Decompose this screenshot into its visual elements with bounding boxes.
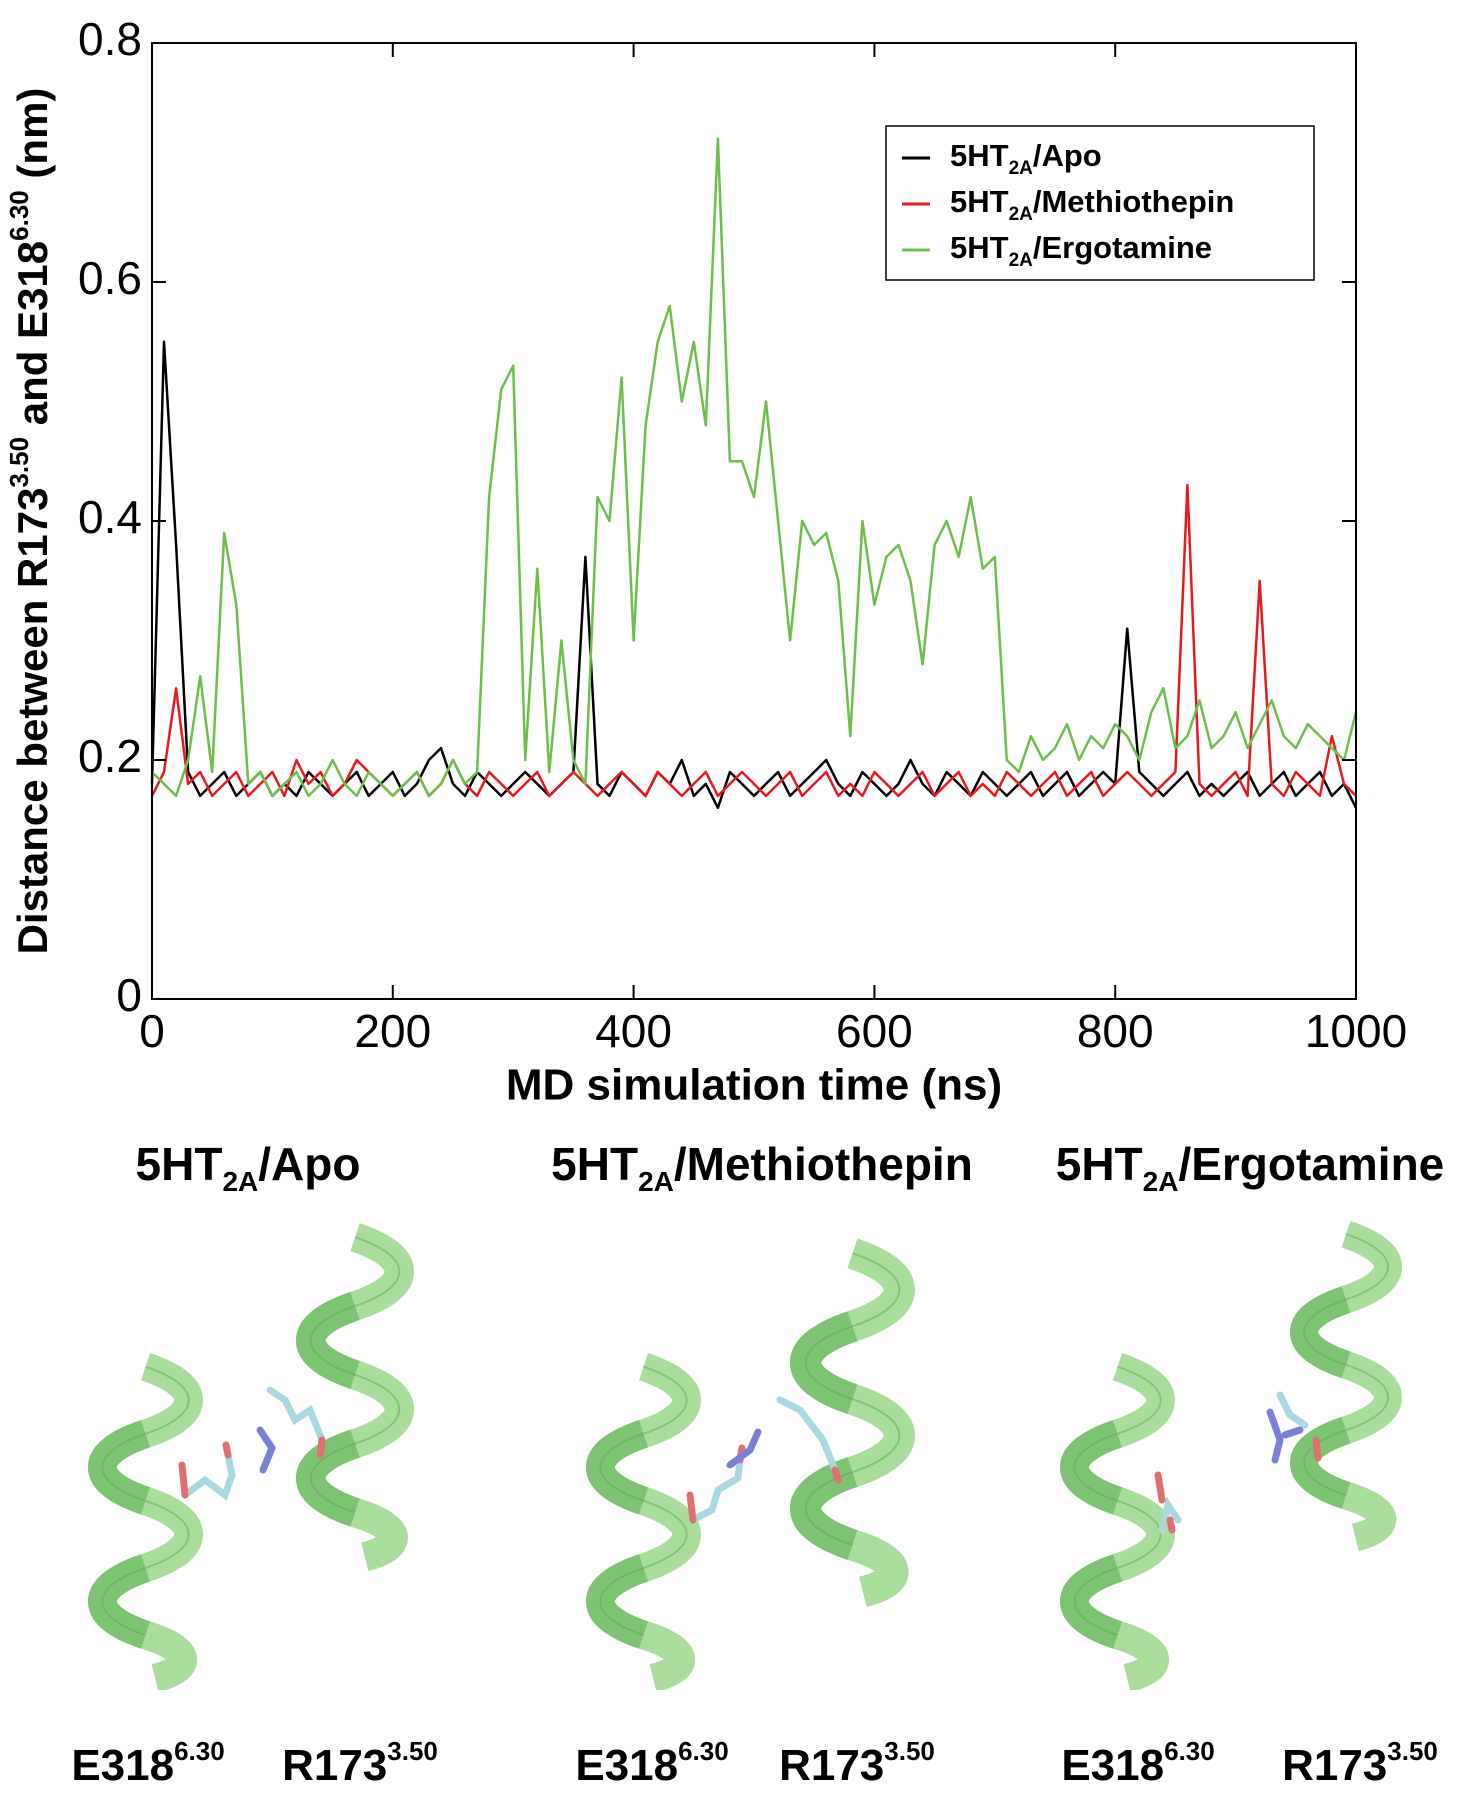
panel-title-part: /Methiothepin: [674, 1138, 973, 1190]
x-tick-label: 1000: [1305, 1005, 1407, 1057]
x-tick-label: 400: [595, 1005, 672, 1057]
residue-label: E3186.30: [575, 1736, 728, 1790]
y-tick-label: 0.8: [78, 13, 142, 65]
helix: [1304, 1234, 1388, 1537]
panel-title: 5HT2A/Apo: [136, 1138, 361, 1197]
residue-label-part: 3.50: [1387, 1736, 1438, 1766]
panel-title-part: 2A: [638, 1166, 674, 1197]
panel-title-part: /Ergotamine: [1178, 1138, 1444, 1190]
residue-label-part: E318: [1061, 1741, 1164, 1790]
residue-label-part: 3.50: [884, 1736, 935, 1766]
legend-label-part: /Apo: [1033, 138, 1102, 173]
series-line: [151, 137, 1358, 798]
legend-label-part: 5HT: [950, 138, 1009, 173]
y-axis-label-part: and E318: [9, 241, 56, 437]
legend-label: 5HT2A/Methiothepin: [950, 184, 1234, 224]
legend-label: 5HT2A/Apo: [950, 138, 1102, 178]
residue-label-part: 6.30: [174, 1736, 225, 1766]
x-axis-label: MD simulation time (ns): [506, 1061, 1002, 1110]
residue-label: R1733.50: [779, 1736, 935, 1790]
helix: [600, 1367, 686, 1678]
y-axis-label-part: Distance between R173: [9, 488, 56, 955]
residue-label: E3186.30: [71, 1736, 224, 1790]
y-tick-label: 0.4: [78, 491, 142, 543]
legend-box: [885, 125, 1315, 281]
helix: [1074, 1367, 1160, 1678]
panel-title-part: 2A: [222, 1166, 258, 1197]
panel-title-part: 5HT: [551, 1138, 638, 1190]
residue-label: R1733.50: [282, 1736, 438, 1790]
panel-title-part: 5HT: [136, 1138, 223, 1190]
molecular-panels: [102, 1234, 1388, 1678]
side-chains: [178, 1386, 1322, 1534]
residue-label-part: 6.30: [1164, 1736, 1215, 1766]
y-tick-label: 0: [116, 969, 142, 1021]
residue-label-part: 3.50: [387, 1736, 438, 1766]
legend-label: 5HT2A/Ergotamine: [950, 230, 1212, 270]
residue-label-part: R173: [1282, 1741, 1387, 1790]
legend-label-part: 5HT: [950, 230, 1009, 265]
residue-label: R1733.50: [1282, 1736, 1438, 1790]
helix: [102, 1367, 188, 1678]
y-axis-label: Distance between R1733.50 and E3186.30 (…: [4, 88, 56, 955]
panel-title-part: /Apo: [258, 1138, 360, 1190]
x-tick-label: 800: [1077, 1005, 1154, 1057]
residue-label-part: E318: [575, 1741, 678, 1790]
y-tick-label: 0.6: [78, 252, 142, 304]
series-line: [150, 340, 1358, 810]
y-axis-label-part: 3.50: [4, 437, 34, 488]
y-axis-label-part: 6.30: [4, 190, 34, 241]
legend-label-part: /Methiothepin: [1033, 184, 1234, 219]
panel-title: 5HT2A/Methiothepin: [551, 1138, 973, 1197]
residue-label: E3186.30: [1061, 1736, 1214, 1790]
panel-title: 5HT2A/Ergotamine: [1056, 1138, 1445, 1197]
x-tick-label: 200: [354, 1005, 431, 1057]
residue-label-part: E318: [71, 1741, 174, 1790]
series-line: [150, 483, 1357, 798]
residue-label-part: R173: [282, 1741, 387, 1790]
legend-label-part: /Ergotamine: [1033, 230, 1212, 265]
residue-label-part: 6.30: [678, 1736, 729, 1766]
x-tick-label: 0: [139, 1005, 165, 1057]
legend-label-part: 5HT: [950, 184, 1009, 219]
legend-label-part: 2A: [1009, 250, 1034, 271]
helix: [806, 1253, 900, 1592]
residue-label-part: R173: [779, 1741, 884, 1790]
panel-title-part: 2A: [1143, 1166, 1179, 1197]
legend-label-part: 2A: [1009, 204, 1034, 225]
helix: [311, 1237, 400, 1557]
legend-label-part: 2A: [1009, 158, 1034, 179]
x-tick-label: 600: [836, 1005, 913, 1057]
y-tick-label: 0.2: [78, 730, 142, 782]
y-axis-label-part: (nm): [9, 88, 56, 191]
panel-title-part: 5HT: [1056, 1138, 1143, 1190]
